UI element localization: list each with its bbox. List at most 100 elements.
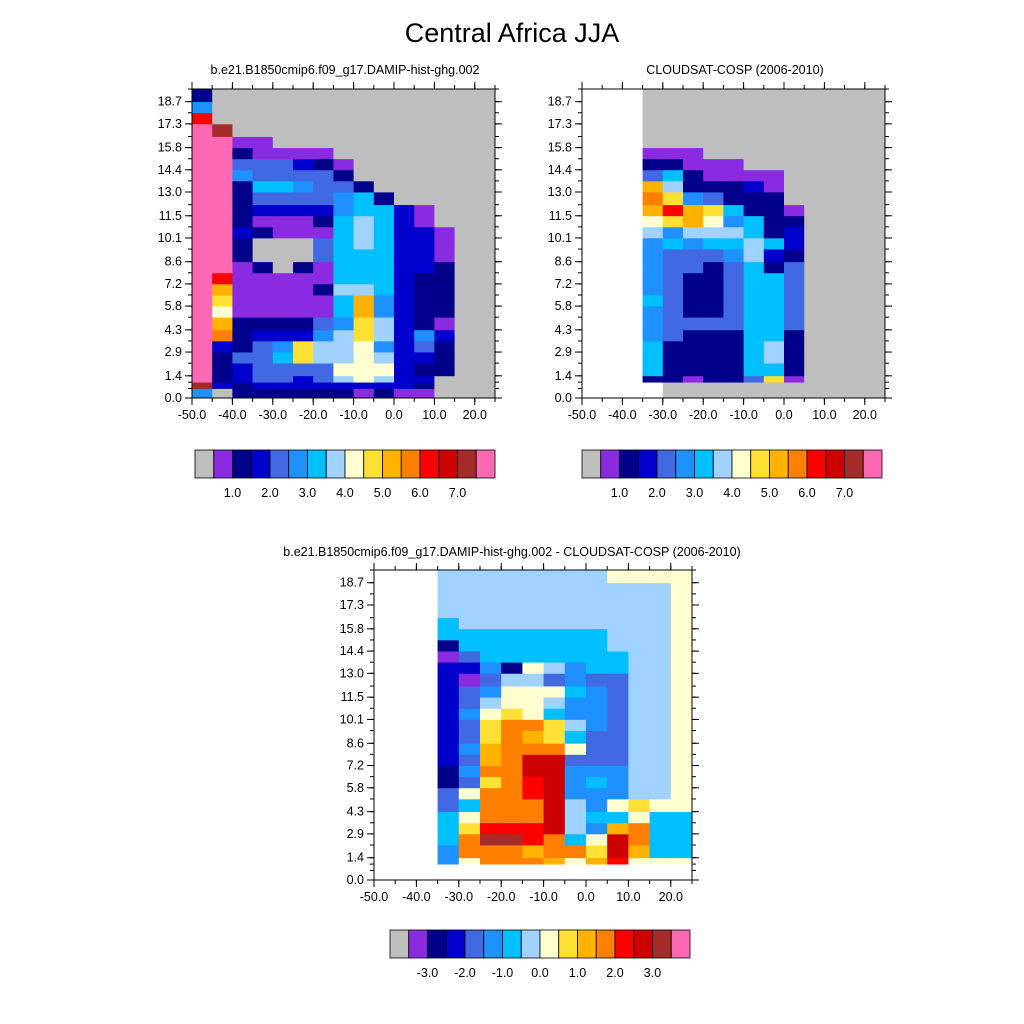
colorbar-swatch — [614, 929, 635, 959]
heatmap-cell — [763, 388, 785, 399]
heatmap-cell — [642, 317, 664, 331]
heatmap-cell — [844, 101, 866, 114]
heatmap-cell — [543, 765, 566, 778]
heatmap-cell — [232, 169, 253, 182]
heatmap-cell — [844, 158, 866, 171]
heatmap-cell — [670, 593, 693, 606]
heatmap-cell — [864, 180, 886, 193]
heatmap-cell — [212, 237, 233, 250]
x-tick-label: -10.0 — [729, 408, 758, 422]
heatmap-cell — [293, 382, 314, 389]
heatmap-cell — [564, 686, 587, 698]
heatmap-cell — [454, 340, 476, 353]
heatmap-cell — [252, 112, 274, 125]
x-tick-label: -50.0 — [360, 890, 389, 904]
y-tick-label: 13.0 — [158, 185, 182, 199]
heatmap-cell — [501, 617, 523, 630]
heatmap-cell — [670, 798, 693, 813]
heatmap-cell — [474, 340, 496, 353]
heatmap-cell — [564, 617, 587, 630]
heatmap-cell — [784, 136, 805, 149]
heatmap-cell — [458, 628, 481, 641]
heatmap-cell — [844, 295, 866, 307]
heatmap-cell — [437, 697, 460, 709]
heatmap-cell — [437, 743, 460, 755]
heatmap-cell — [743, 261, 765, 274]
heatmap-cell — [628, 570, 650, 584]
heatmap-cell — [394, 382, 415, 389]
heatmap-cell — [628, 639, 650, 652]
heatmap-cell — [670, 754, 693, 766]
heatmap-cell — [313, 89, 334, 103]
heatmap-cell — [844, 352, 866, 364]
heatmap-cell — [763, 136, 785, 149]
heatmap-cell — [683, 388, 704, 399]
heatmap-cell — [564, 798, 587, 813]
heatmap-cell — [474, 363, 496, 377]
heatmap-cell — [333, 204, 354, 217]
heatmap-cell — [628, 628, 650, 641]
heatmap-cell — [212, 180, 233, 193]
heatmap-cell — [628, 719, 650, 731]
heatmap-cell — [864, 363, 886, 377]
heatmap-cell — [192, 237, 213, 250]
heatmap-cell — [434, 226, 455, 239]
heatmap-cell — [683, 180, 704, 193]
heatmap-cell — [252, 388, 274, 399]
heatmap-cell — [723, 112, 744, 125]
heatmap-cell — [192, 89, 213, 103]
heatmap-cell — [683, 101, 704, 114]
colorbar-swatch — [633, 929, 653, 959]
heatmap-cell — [824, 295, 845, 307]
heatmap-cell — [414, 158, 435, 171]
heatmap-cell — [454, 363, 476, 377]
colorbar-swatch — [194, 449, 215, 479]
heatmap-cell — [313, 112, 334, 125]
heatmap-cell — [252, 169, 274, 182]
x-tick-label: 20.0 — [463, 408, 487, 422]
colorbar-swatch — [769, 449, 789, 479]
heatmap-cell — [293, 261, 314, 274]
heatmap-cell — [313, 388, 334, 399]
heatmap-cell — [763, 169, 785, 182]
heatmap-cell — [670, 651, 693, 663]
heatmap-cell — [313, 249, 334, 263]
heatmap-cell — [434, 112, 455, 125]
heatmap-cell — [458, 708, 481, 720]
heatmap-cell — [333, 317, 354, 331]
colorbar-swatch — [670, 929, 691, 959]
heatmap-cell — [743, 169, 765, 182]
heatmap-cell — [437, 822, 460, 835]
heatmap-cell — [212, 261, 233, 274]
heatmap-cell — [670, 639, 693, 652]
heatmap-cell — [394, 261, 415, 274]
heatmap-cell — [844, 388, 866, 399]
heatmap-cell — [232, 329, 253, 342]
heatmap-cell — [784, 101, 805, 114]
heatmap-cell — [434, 388, 455, 399]
heatmap-cell — [192, 249, 213, 263]
heatmap-cell — [353, 112, 375, 125]
heatmap-cell — [313, 340, 334, 353]
heatmap-cell — [607, 787, 629, 800]
heatmap-cell — [784, 180, 805, 193]
heatmap-cell — [501, 743, 523, 755]
heatmap-cell — [192, 192, 213, 206]
heatmap-cell — [232, 158, 253, 171]
colorbar-swatch — [382, 449, 402, 479]
heatmap-cell — [642, 352, 664, 364]
heatmap-cell — [293, 272, 314, 285]
heatmap-cell — [649, 651, 672, 663]
heatmap-cell — [586, 776, 608, 789]
heatmap-cell — [864, 340, 886, 353]
heatmap-cell — [628, 662, 650, 674]
heatmap-cell — [522, 686, 544, 698]
heatmap-cell — [394, 317, 415, 331]
heatmap-cell — [434, 272, 455, 285]
heatmap-cell — [252, 283, 274, 296]
y-tick-label: 17.3 — [340, 598, 364, 612]
heatmap-cell — [564, 845, 587, 859]
heatmap-cell — [313, 180, 334, 193]
heatmap-cell — [414, 382, 435, 389]
heatmap-cell — [434, 215, 455, 228]
